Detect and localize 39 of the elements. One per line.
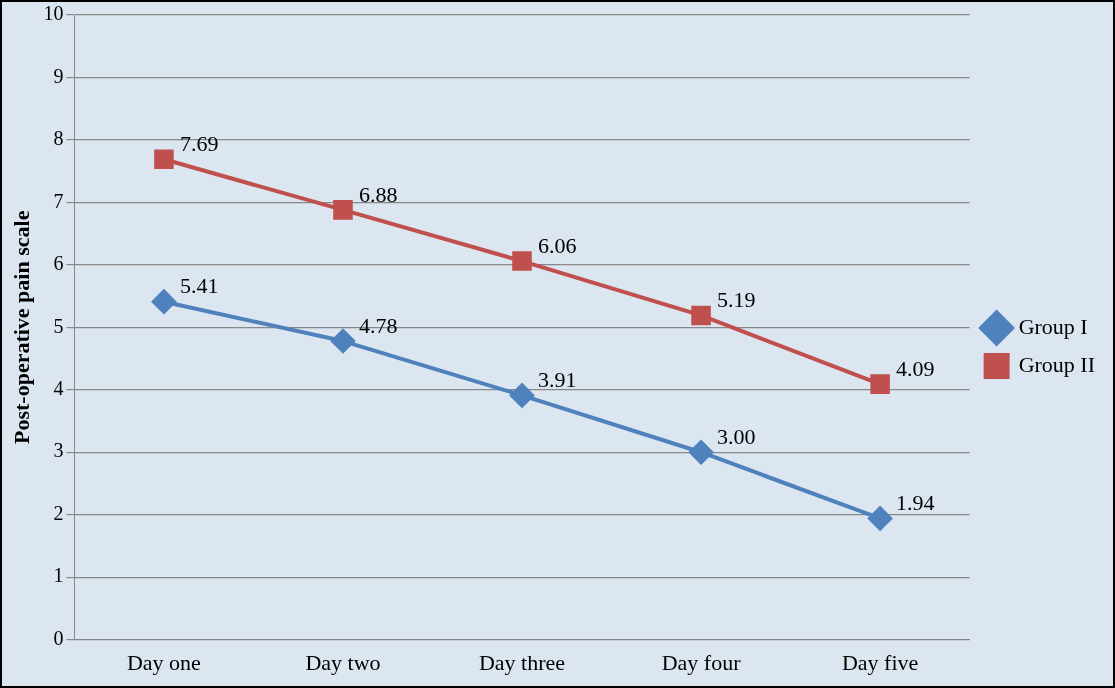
point xyxy=(154,149,174,170)
y-tick-label: 9 xyxy=(53,64,64,87)
y-tick-label: 8 xyxy=(53,127,64,150)
data-label: 6.06 xyxy=(538,232,577,258)
point xyxy=(512,251,532,271)
y-tick-label: 3 xyxy=(53,439,64,462)
y-tick-label: 0 xyxy=(53,626,64,649)
y-tick-label: 5 xyxy=(53,314,64,337)
data-label: 3.91 xyxy=(538,367,577,393)
x-tick-label: Day one xyxy=(126,649,201,675)
y-tick-label: 10 xyxy=(43,2,64,25)
y-tick-label: 1 xyxy=(53,564,64,587)
data-label: 3.00 xyxy=(717,424,756,449)
point xyxy=(689,440,714,465)
data-label: 4.78 xyxy=(358,312,398,338)
x-tick-label: Day two xyxy=(305,649,381,675)
data-label: 5.41 xyxy=(179,273,219,299)
data-label: 5.19 xyxy=(717,287,756,313)
y-tick-label: 4 xyxy=(53,377,64,400)
y-axis-title: Post-operative pain scale xyxy=(8,210,34,444)
y-tick-label: 6 xyxy=(53,252,64,275)
y-tick-label: 7 xyxy=(53,189,64,212)
x-tick-label: Day five xyxy=(841,649,919,675)
point xyxy=(151,289,176,314)
point xyxy=(870,374,890,394)
data-label: 1.94 xyxy=(896,490,935,516)
data-label: 4.09 xyxy=(896,355,935,381)
point xyxy=(691,305,711,326)
legend-label: Group II xyxy=(1018,351,1096,377)
point xyxy=(330,329,355,354)
point xyxy=(510,383,535,408)
data-label: 6.88 xyxy=(358,181,398,207)
y-tick-label: 2 xyxy=(53,501,64,524)
legend-label: Group I xyxy=(1018,313,1088,339)
x-tick-label: Day four xyxy=(661,649,742,675)
x-tick-label: Day three xyxy=(478,649,566,675)
point xyxy=(333,200,353,220)
point xyxy=(868,506,893,531)
data-label: 7.69 xyxy=(179,131,219,157)
